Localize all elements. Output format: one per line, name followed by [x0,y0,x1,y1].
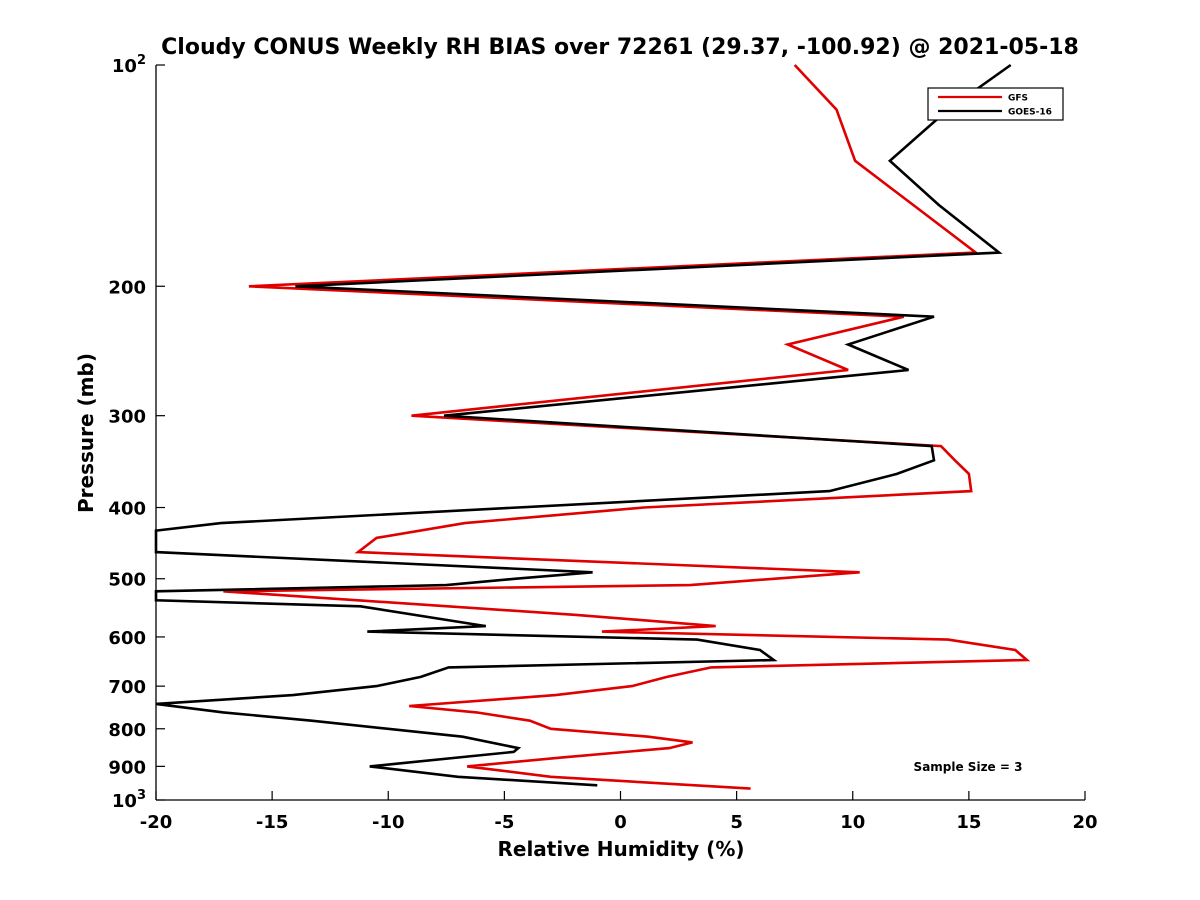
y-tick-label: 102 [112,53,146,77]
plot-frame [155,65,1085,801]
x-tick-label: -15 [256,812,289,833]
series-layer [154,63,1031,790]
x-tick-label: -20 [140,812,173,833]
y-tick-label: 800 [108,720,146,741]
x-tick-label: 5 [730,812,743,833]
legend: GFS GOES-16 [927,87,1064,121]
legend-box [927,87,1064,121]
sample-size-annotation: Sample Size = 3 [914,760,1023,774]
series-line-goes-16 [154,63,1012,787]
x-tick-label: -5 [494,812,514,833]
x-tick-label: 20 [1072,812,1097,833]
y-tick-base: 10 [112,791,137,812]
x-axis-label: Relative Humidity (%) [497,837,744,861]
x-tick-label: 10 [840,812,865,833]
y-tick-label: 900 [108,757,146,778]
y-tick-exponent: 3 [137,788,146,803]
y-tick-exponent: 2 [137,53,146,68]
y-tick-label: 400 [108,499,146,520]
series-line-gfs [223,64,1031,790]
y-tick-label: 103 [112,788,146,812]
x-tick-label: 0 [614,812,627,833]
y-tick-label: 600 [108,628,146,649]
y-tick-base: 10 [112,56,137,77]
y-axis-label: Pressure (mb) [74,353,98,513]
chart-title: Cloudy CONUS Weekly RH BIAS over 72261 (… [161,35,1079,60]
y-tick-label: 500 [108,570,146,591]
y-tick-label: 200 [108,277,146,298]
x-axis-ticks: -20 -15 -10 -5 0 5 10 15 20 [140,791,1098,833]
legend-label-0: GFS [1008,94,1028,104]
x-tick-label: 15 [956,812,981,833]
y-tick-label: 300 [108,407,146,428]
y-tick-label: 700 [108,677,146,698]
legend-label-1: GOES-16 [1008,108,1052,118]
x-tick-label: -10 [372,812,405,833]
